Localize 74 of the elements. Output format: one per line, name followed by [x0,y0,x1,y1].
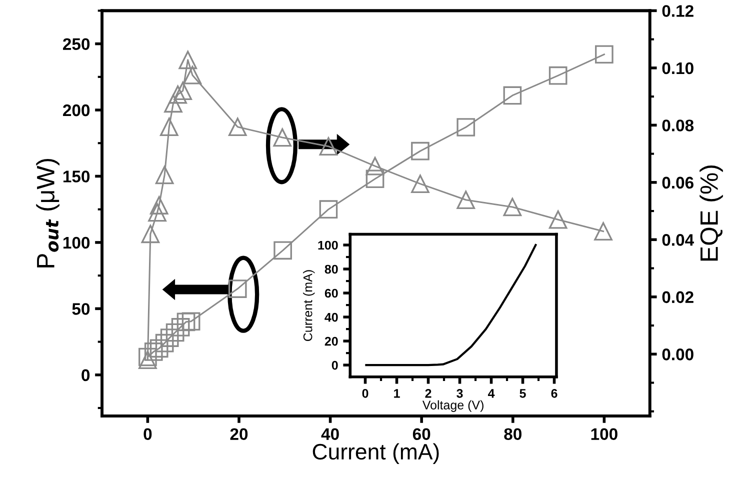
y-tick-label: 60 [324,288,338,298]
point [160,328,179,347]
point [155,334,174,352]
y2-tick-label: 0.02 [662,291,694,304]
x-tick-label: 80 [504,428,522,440]
point [319,200,338,219]
x-tick-label: 0 [144,428,152,440]
point [171,318,190,336]
x-tick-label: 4 [488,389,495,398]
y-tick-label: 20 [324,336,338,346]
point [176,312,196,332]
y-tick-label: 200 [63,104,90,116]
point [178,50,198,70]
y-tick-label: 40 [324,312,338,322]
x-tick-label: 3 [456,388,463,398]
y2-tick-label: 0.04 [662,234,694,246]
x-tick-label: 1 [394,389,400,398]
x-tick-label: 2 [425,388,432,398]
point [182,312,200,331]
x-axis-title: Current (mA) [312,443,439,464]
y-tick-label: 50 [72,303,90,315]
x-tick-label: 0 [362,388,368,398]
y2-axis-title: EQE (%) [700,166,723,261]
point [150,339,168,358]
y-tick-label: 0 [82,369,90,382]
point [174,82,192,100]
x-tick-label: 60 [412,428,430,440]
point [503,198,522,216]
y2-tick-label: 0.00 [662,348,694,360]
y-tick-label: 100 [318,240,338,250]
point [138,348,157,366]
point [274,241,292,260]
y-tick-label: 150 [63,170,90,182]
y2-tick-label: 0.12 [662,5,694,17]
y2-tick-label: 0.10 [662,62,694,74]
point [228,118,247,136]
y-axis-title: Current (mA) [303,270,315,341]
point [595,45,614,64]
y-tick-label: 250 [63,38,90,50]
y-tick-label: 80 [324,264,338,274]
point [548,210,568,229]
y2-tick-label: 0.06 [662,176,694,189]
x-tick-label: 6 [551,388,558,398]
point [366,156,384,176]
point [138,350,157,370]
point [160,118,178,136]
point [456,190,476,210]
point [548,66,568,85]
point [166,323,184,342]
point [411,142,430,160]
x-axis-title: Voltage (V) [422,400,484,412]
point [228,280,247,298]
point [155,166,174,184]
point [456,118,476,136]
point [366,170,384,188]
point [144,342,163,361]
x-tick-label: 20 [230,428,248,440]
point [164,94,182,113]
point [411,174,430,194]
point [168,85,187,104]
point [141,224,160,244]
point [594,222,612,241]
point [273,128,292,147]
y-axis-title: P$_{out}$ (μW) [36,158,60,268]
x-tick-label: 5 [520,389,526,398]
x-tick-label: 100 [591,428,618,440]
point [503,86,522,105]
line-series [365,244,537,366]
y2-tick-label: 0.08 [662,120,694,132]
point [150,196,168,214]
y-tick-label: 100 [63,236,90,249]
y-tick-label: 0 [332,360,338,370]
point [183,66,202,84]
point [148,203,166,222]
